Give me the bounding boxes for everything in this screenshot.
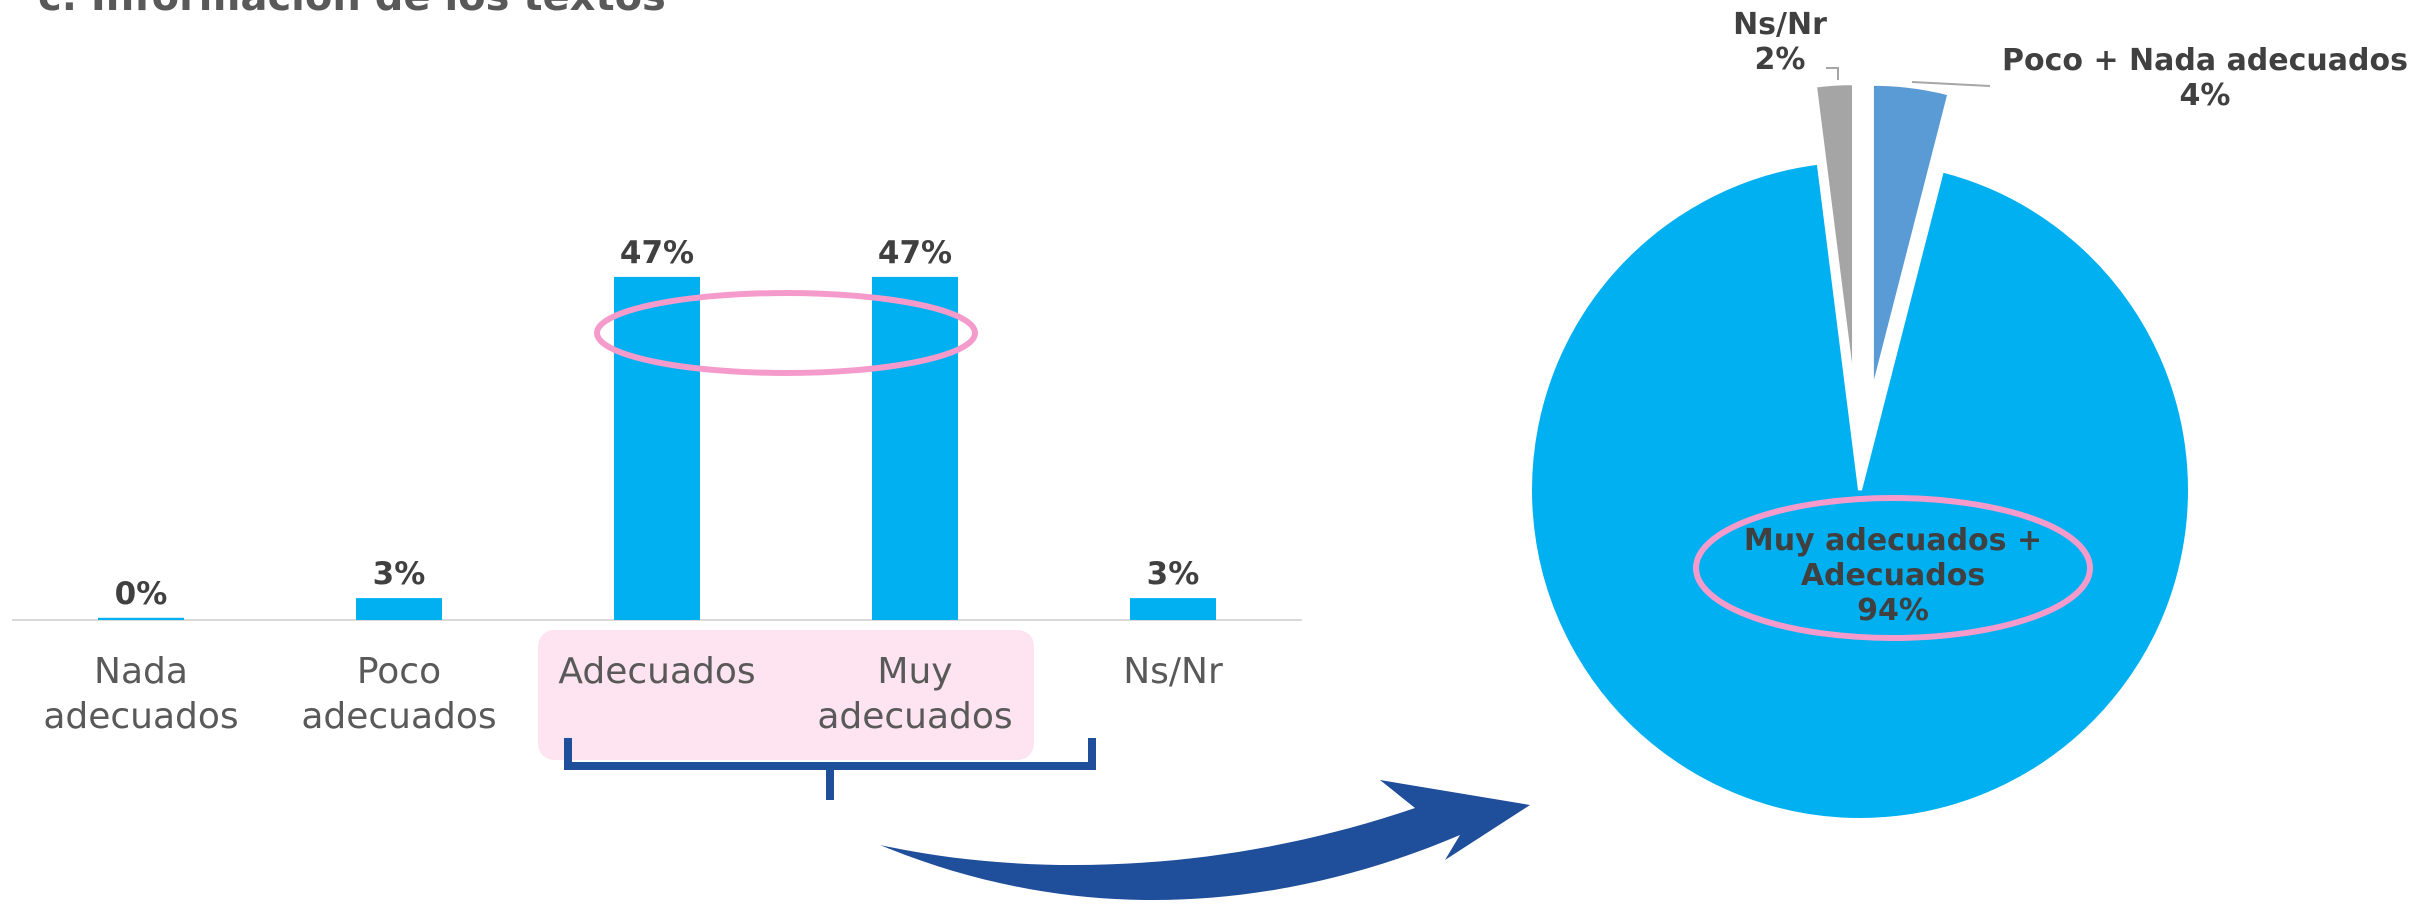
section-title: c. Información de los textos (38, 0, 666, 20)
category-tick-label: adecuados (301, 696, 496, 737)
bar-value-label: 0% (115, 576, 168, 612)
category-tick-label: Nada (94, 651, 188, 692)
pie-slice-label: Ns/Nr (1733, 7, 1827, 42)
pie-slice-value: 94% (1857, 593, 1929, 628)
pie-slice (1869, 81, 1952, 397)
pie-slice (1812, 81, 1857, 396)
pie-slice-label: Muy adecuados + Adecuados (1744, 523, 2042, 593)
bar-value-label: 3% (1147, 556, 1200, 592)
highlight-ring (594, 290, 978, 376)
highlight-box (538, 630, 1034, 760)
category-tick-label: adecuados (43, 696, 238, 737)
curved-arrow (880, 780, 1530, 901)
bar-value-label: 47% (620, 235, 694, 271)
leader-line (1826, 67, 1839, 80)
category-tick-label: Ns/Nr (1123, 651, 1223, 692)
pie-slice-label: 4% (2180, 78, 2231, 113)
category-tick-label: Adecuados (558, 651, 755, 692)
pie-slice-label: Poco + Nada adecuados (2002, 43, 2408, 78)
pie-slice-label: 2% (1755, 42, 1806, 77)
bar (614, 276, 700, 620)
bar (1130, 598, 1216, 620)
bar (98, 617, 184, 620)
bar (872, 276, 958, 620)
bar (356, 598, 442, 620)
pie-slice (1528, 160, 2192, 822)
category-tick-label: Poco (357, 651, 441, 692)
highlight-ring (1693, 495, 2093, 641)
bar-chart: 0%Nadaadecuados3%Pocoadecuados47%Adecuad… (12, 235, 1530, 901)
category-tick-label: adecuados (817, 696, 1012, 737)
bar-value-label: 3% (373, 556, 426, 592)
bar-value-label: 47% (878, 235, 952, 271)
leader-line (1911, 81, 1991, 87)
category-tick-label: Muy (877, 651, 952, 692)
